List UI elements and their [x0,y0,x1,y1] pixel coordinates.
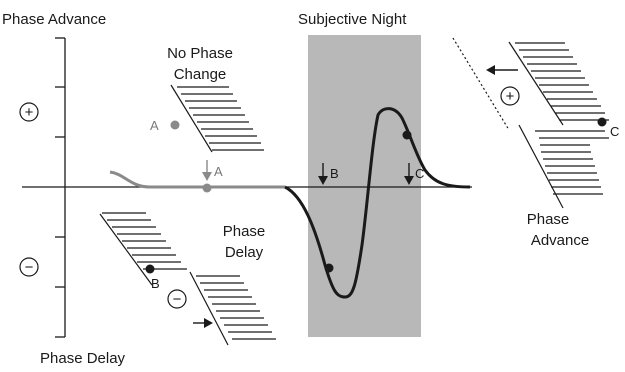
arrow-a [202,160,212,181]
delay-arrow [193,318,213,328]
advance-arrow [486,65,518,75]
point-a-raster [170,120,180,130]
raster-phase-advance [452,37,609,209]
subjective-night-band [308,35,421,337]
prc-curve-black [284,107,471,299]
label-phase-delay-mid-line1: Phase [223,223,266,240]
letter-a-raster: A [150,118,159,133]
letter-b-raster: B [151,276,160,291]
point-b-raster [145,264,155,274]
left-axis [55,37,66,338]
minus-sign-delay-glyph: − [173,291,182,308]
point-b-on-curve [324,263,334,273]
label-no-phase-change-line1: No Phase [167,45,233,62]
prc-curve-grey [109,170,285,189]
label-subjective-night: Subjective Night [298,11,407,28]
plus-sign-advance-plot: + [500,86,520,106]
minus-sign-delay-plot: − [167,289,187,309]
minus-sign-left-glyph: − [25,259,34,276]
letter-c-arrow: C [415,166,424,181]
letter-b-arrow: B [330,166,339,181]
label-phase-delay-mid-line2: Delay [225,244,264,261]
point-c-on-curve [402,130,412,140]
label-phase-advance-right-line2: Advance [531,232,589,249]
arrow-b [318,163,328,185]
raster-phase-delay [99,212,276,346]
letter-a-arrow: A [214,164,223,179]
label-phase-advance-right-line1: Phase [527,211,570,228]
letter-c-raster: C [610,124,619,139]
plus-sign-left: + [19,102,39,122]
label-no-phase-change-line2: Change [174,66,227,83]
arrow-c [404,163,414,185]
plus-sign-left-glyph: + [25,104,34,121]
minus-sign-left: − [19,257,39,277]
label-phase-delay-bottom: Phase Delay [40,350,126,367]
label-phase-advance-top: Phase Advance [2,11,106,28]
point-c-raster [597,117,607,127]
point-a-on-curve [202,183,212,193]
plus-sign-advance-glyph: + [506,88,515,105]
raster-no-phase-change [170,84,264,153]
